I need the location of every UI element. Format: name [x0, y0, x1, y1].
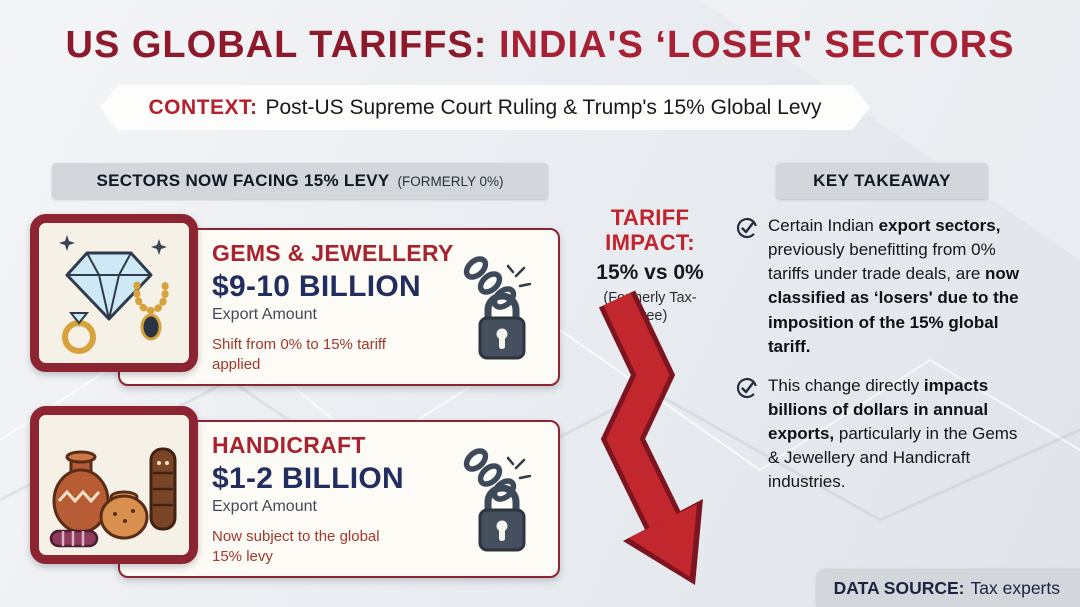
tariff-impact-value: 15% vs 0%: [596, 260, 704, 284]
data-source-badge: DATA SOURCE: Tax experts: [815, 570, 1080, 607]
page-title: US GLOBAL TARIFFS: INDIA'S ‘LOSER' SECTO…: [0, 24, 1080, 67]
title-right: INDIA'S ‘LOSER' SECTORS: [499, 24, 1015, 66]
gems-jewellery-icon: [59, 235, 169, 354]
key-takeaway-list: Certain Indian export sectors, previousl…: [736, 214, 1022, 509]
key-takeaway-text: KEY TAKEAWAY: [813, 171, 951, 190]
card-handicraft: HANDICRAFT $1-2 BILLION Export Amount No…: [30, 400, 560, 580]
card-title: HANDICRAFT: [212, 432, 366, 458]
handicraft-illustration: [30, 406, 198, 564]
card-gems-jewellery: GEMS & JEWELLERY $9-10 BILLION Export Am…: [30, 208, 560, 388]
export-amount-value: $1-2 BILLION: [212, 462, 404, 495]
sectors-header-badge: SECTORS NOW FACING 15% LEVY (FORMERLY 0%…: [52, 163, 548, 199]
export-amount-label: Export Amount: [212, 306, 317, 323]
sectors-header-note: (FORMERLY 0%): [397, 173, 504, 189]
sectors-header-text: SECTORS NOW FACING 15% LEVY: [96, 171, 390, 190]
handicraft-icon: [49, 447, 177, 548]
title-left: US GLOBAL TARIFFS:: [65, 24, 488, 66]
check-circle-icon: [736, 217, 758, 239]
card-note: Shift from 0% to 15% tariff applied: [212, 336, 386, 374]
data-source-label: DATA SOURCE:: [833, 578, 965, 598]
takeaway-bullet: Certain Indian export sectors, previousl…: [736, 214, 1022, 359]
takeaway-bullet-text: This change directly impacts billions of…: [768, 375, 1018, 492]
takeaway-bullet: This change directly impacts billions of…: [736, 374, 1022, 495]
key-takeaway-badge: KEY TAKEAWAY: [776, 163, 988, 199]
downward-trend-arrow: [565, 288, 715, 590]
context-banner: CONTEXT: Post-US Supreme Court Ruling & …: [100, 85, 870, 130]
export-amount-value: $9-10 BILLION: [212, 270, 421, 303]
data-source-text: Tax experts: [970, 578, 1060, 598]
gems-jewellery-illustration: [30, 214, 198, 372]
context-text: Post-US Supreme Court Ruling & Trump's 1…: [265, 95, 822, 119]
downward-red-arrow-icon: [598, 290, 703, 585]
check-circle-icon: [736, 377, 758, 398]
context-label: CONTEXT:: [148, 95, 258, 119]
broken-chain-padlock-icon: [463, 448, 532, 552]
export-amount-label: Export Amount: [212, 498, 317, 515]
card-title: GEMS & JEWELLERY: [212, 240, 454, 266]
card-note: Now subject to the global 15% levy: [212, 528, 380, 566]
tariff-impact-label: TARIFF IMPACT:: [605, 205, 695, 256]
takeaway-bullet-text: Certain Indian export sectors, previousl…: [768, 216, 1020, 356]
broken-chain-padlock-icon: [463, 256, 532, 360]
